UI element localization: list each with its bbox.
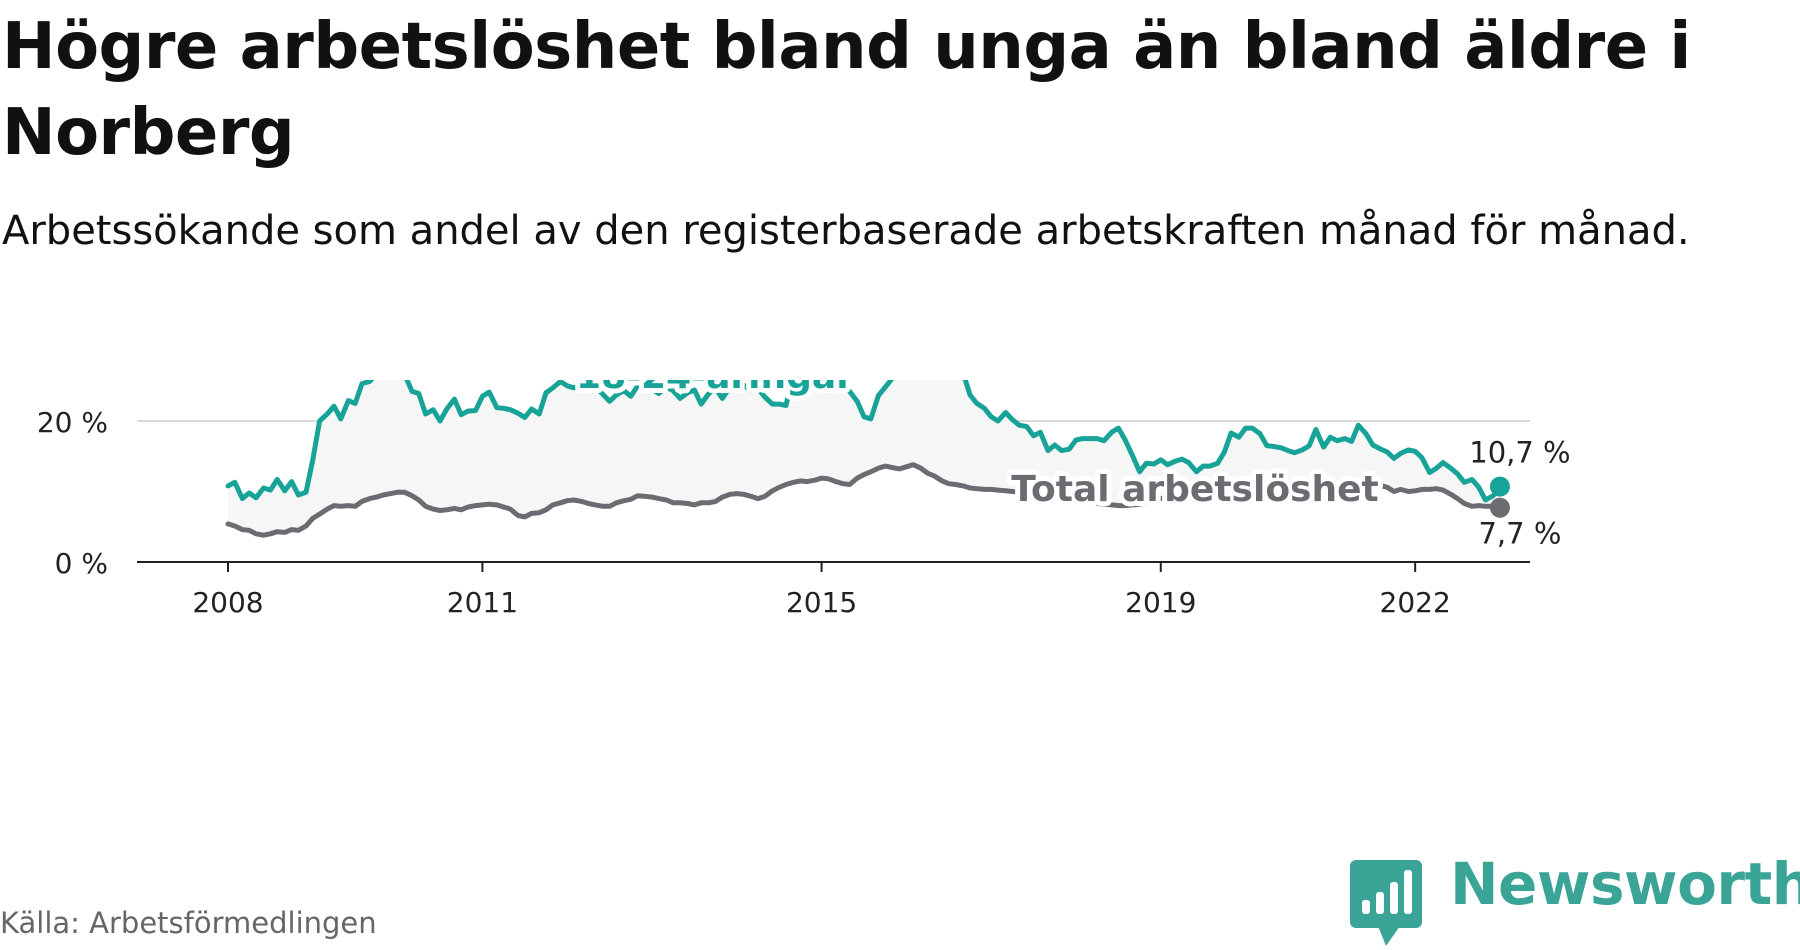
x-tick-label: 2011	[447, 586, 518, 619]
series-end-label: 7,7 %	[1478, 517, 1561, 551]
gap-band	[228, 380, 1500, 536]
series-lines	[225, 380, 1510, 538]
series-end-marker	[1489, 476, 1510, 497]
x-tick-label: 2019	[1125, 586, 1196, 619]
y-tick-label: 0 %	[55, 547, 108, 580]
brand-name: Newsworthy	[1450, 850, 1800, 918]
chart-title: Högre arbetslöshet bland unga än bland ä…	[2, 10, 1691, 170]
series-end-label: 10,7 %	[1469, 436, 1570, 470]
series-end-marker	[1489, 497, 1510, 518]
series-name-label: Total arbetslöshet	[1011, 469, 1379, 510]
line-chart: 0 % 20 % 10,7 % 7,7 % 18-24-åringar Total ar…	[37, 380, 1571, 619]
newsworthy-logo-icon	[1350, 860, 1422, 946]
series-line	[225, 380, 1503, 503]
x-tick-label: 2008	[192, 586, 263, 619]
source-note: Källa: Arbetsförmedlingen	[0, 906, 377, 940]
series-name-label: 18-24-åringar	[576, 380, 854, 397]
y-tick-label: 20 %	[37, 406, 108, 439]
x-tick-label: 2022	[1380, 586, 1451, 619]
series-line	[225, 462, 1503, 538]
chart-subtitle: Arbetssökande som andel av den registerb…	[2, 208, 1690, 254]
series-labels: 10,7 % 7,7 % 18-24-åringar Total arbetslösh…	[571, 380, 1571, 551]
x-tick-label: 2015	[786, 586, 857, 619]
x-axis: 2008 2011 2015 2019 2022	[137, 561, 1530, 619]
